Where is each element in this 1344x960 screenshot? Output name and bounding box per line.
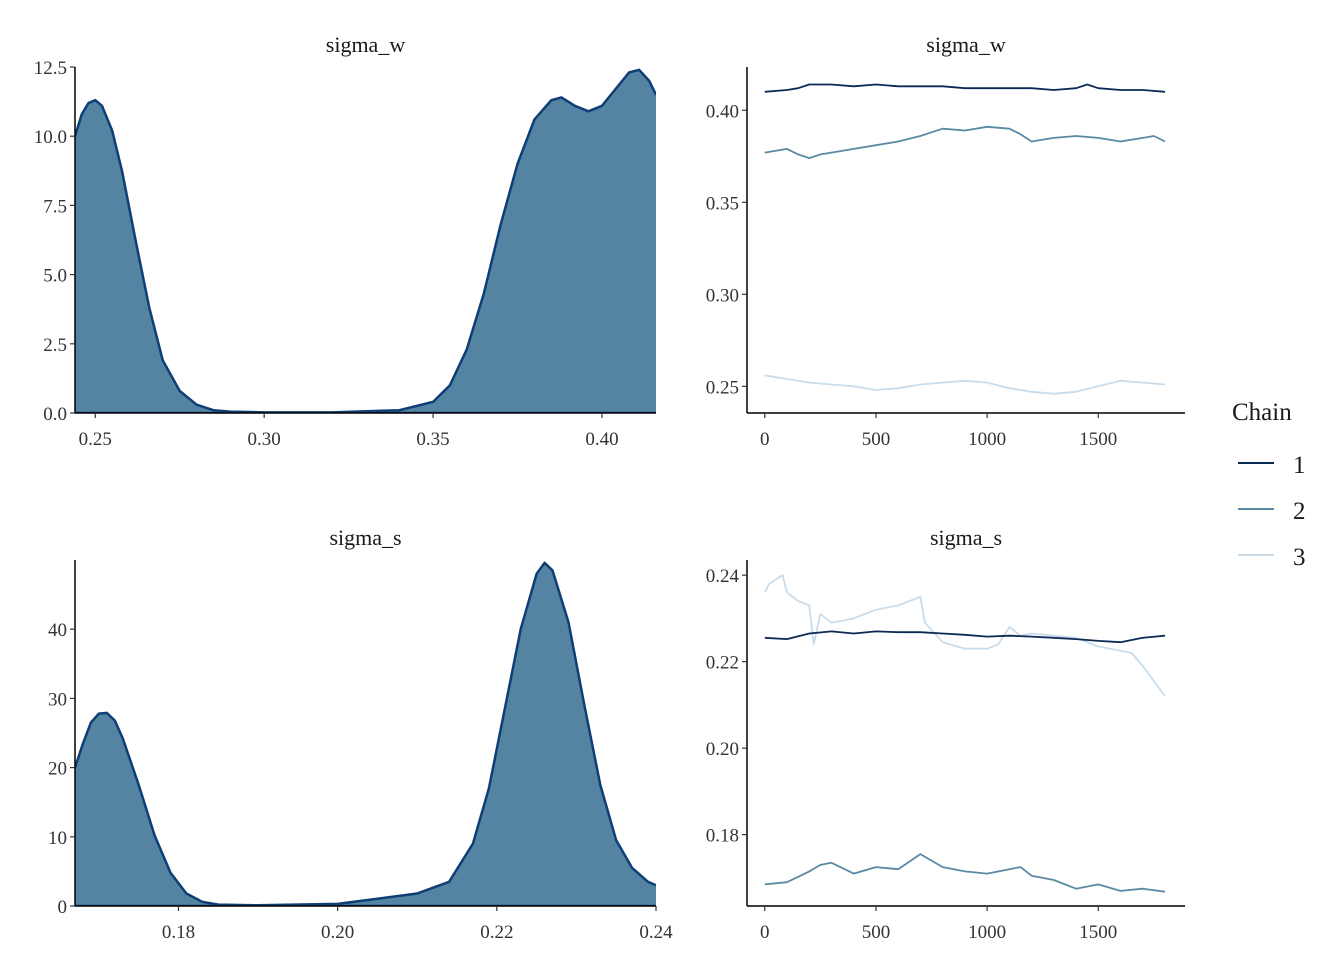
plot-area bbox=[75, 68, 656, 413]
y-tick-label: 0.35 bbox=[706, 193, 739, 214]
x-tick-label: 0.24 bbox=[639, 922, 673, 943]
y-tick-label: 0 bbox=[58, 897, 68, 918]
y-tick-label: 5.0 bbox=[43, 266, 67, 287]
x-tick-label: 0.18 bbox=[162, 922, 195, 943]
trace-line-chain-2 bbox=[764, 853, 1166, 893]
x-tick-label: 0.40 bbox=[585, 429, 618, 450]
trace-panel-sigma-s: sigma_s 0.18 0.20 0.22 0.24 0 500 1000 1500 bbox=[706, 525, 1185, 943]
density-panel-sigma-s: sigma_s 0 10 20 30 40 0.18 0.20 0.22 0.24 bbox=[48, 525, 673, 943]
density-area bbox=[75, 562, 656, 906]
legend-label-3: 3 bbox=[1293, 544, 1306, 571]
panel-title: sigma_w bbox=[926, 32, 1006, 57]
x-tick-label: 500 bbox=[862, 429, 891, 450]
legend-item-1: 1 bbox=[1238, 452, 1306, 479]
y-tick-label: 2.5 bbox=[43, 335, 67, 356]
trace-line-chain-2 bbox=[764, 125, 1166, 159]
y-tick-label: 0.30 bbox=[706, 285, 739, 306]
x-tick-label: 1500 bbox=[1079, 922, 1117, 943]
legend-title: Chain bbox=[1232, 399, 1292, 426]
x-tick-label: 1000 bbox=[968, 429, 1006, 450]
panel-title: sigma_s bbox=[930, 525, 1002, 550]
x-tick-label: 1000 bbox=[968, 922, 1006, 943]
x-tick-label: 0.20 bbox=[321, 922, 354, 943]
y-tick-label: 40 bbox=[48, 620, 67, 641]
y-tick-label: 0.0 bbox=[43, 404, 67, 425]
plot-area bbox=[75, 561, 656, 906]
density-panel-sigma-w: sigma_w 0.0 2.5 5.0 7.5 10.0 12.5 0.25 0.30 0.35 0… bbox=[34, 32, 656, 450]
panel-title: sigma_s bbox=[329, 525, 401, 550]
density-curve bbox=[75, 561, 656, 906]
y-tick-label: 20 bbox=[48, 759, 67, 780]
legend-label-2: 2 bbox=[1293, 498, 1306, 525]
x-tick-label: 0.30 bbox=[248, 429, 281, 450]
plot-area bbox=[764, 83, 1166, 395]
x-tick-label: 500 bbox=[862, 922, 891, 943]
trace-line-chain-1 bbox=[764, 630, 1166, 644]
y-tick-label: 0.24 bbox=[706, 566, 740, 587]
x-tick-label: 0 bbox=[760, 429, 770, 450]
y-tick-label: 10 bbox=[48, 828, 67, 849]
x-tick-label: 0.35 bbox=[416, 429, 449, 450]
y-tick-label: 0.40 bbox=[706, 101, 739, 122]
x-tick-label: 0.22 bbox=[480, 922, 513, 943]
density-area bbox=[75, 69, 656, 413]
y-tick-label: 0.22 bbox=[706, 653, 739, 674]
x-tick-label: 1500 bbox=[1079, 429, 1117, 450]
density-curve bbox=[75, 68, 656, 413]
trace-panel-sigma-w: sigma_w 0.25 0.30 0.35 0.40 0 500 1000 1500 bbox=[706, 32, 1185, 450]
x-tick-label: 0.25 bbox=[79, 429, 112, 450]
legend-item-2: 2 bbox=[1238, 498, 1306, 525]
legend: Chain 1 2 3 bbox=[1232, 399, 1306, 571]
panel-title: sigma_w bbox=[326, 32, 406, 57]
y-tick-label: 30 bbox=[48, 689, 67, 710]
y-tick-label: 7.5 bbox=[43, 196, 67, 217]
y-tick-label: 0.18 bbox=[706, 826, 739, 847]
legend-item-3: 3 bbox=[1238, 544, 1306, 571]
y-tick-label: 0.25 bbox=[706, 377, 739, 398]
y-tick-label: 12.5 bbox=[34, 58, 67, 79]
y-tick-label: 10.0 bbox=[34, 127, 67, 148]
trace-line-chain-1 bbox=[764, 83, 1166, 93]
y-tick-label: 0.20 bbox=[706, 739, 739, 760]
trace-line-chain-3 bbox=[764, 374, 1166, 395]
legend-label-1: 1 bbox=[1293, 452, 1306, 479]
x-tick-label: 0 bbox=[760, 922, 770, 943]
plot-area bbox=[763, 574, 1166, 893]
